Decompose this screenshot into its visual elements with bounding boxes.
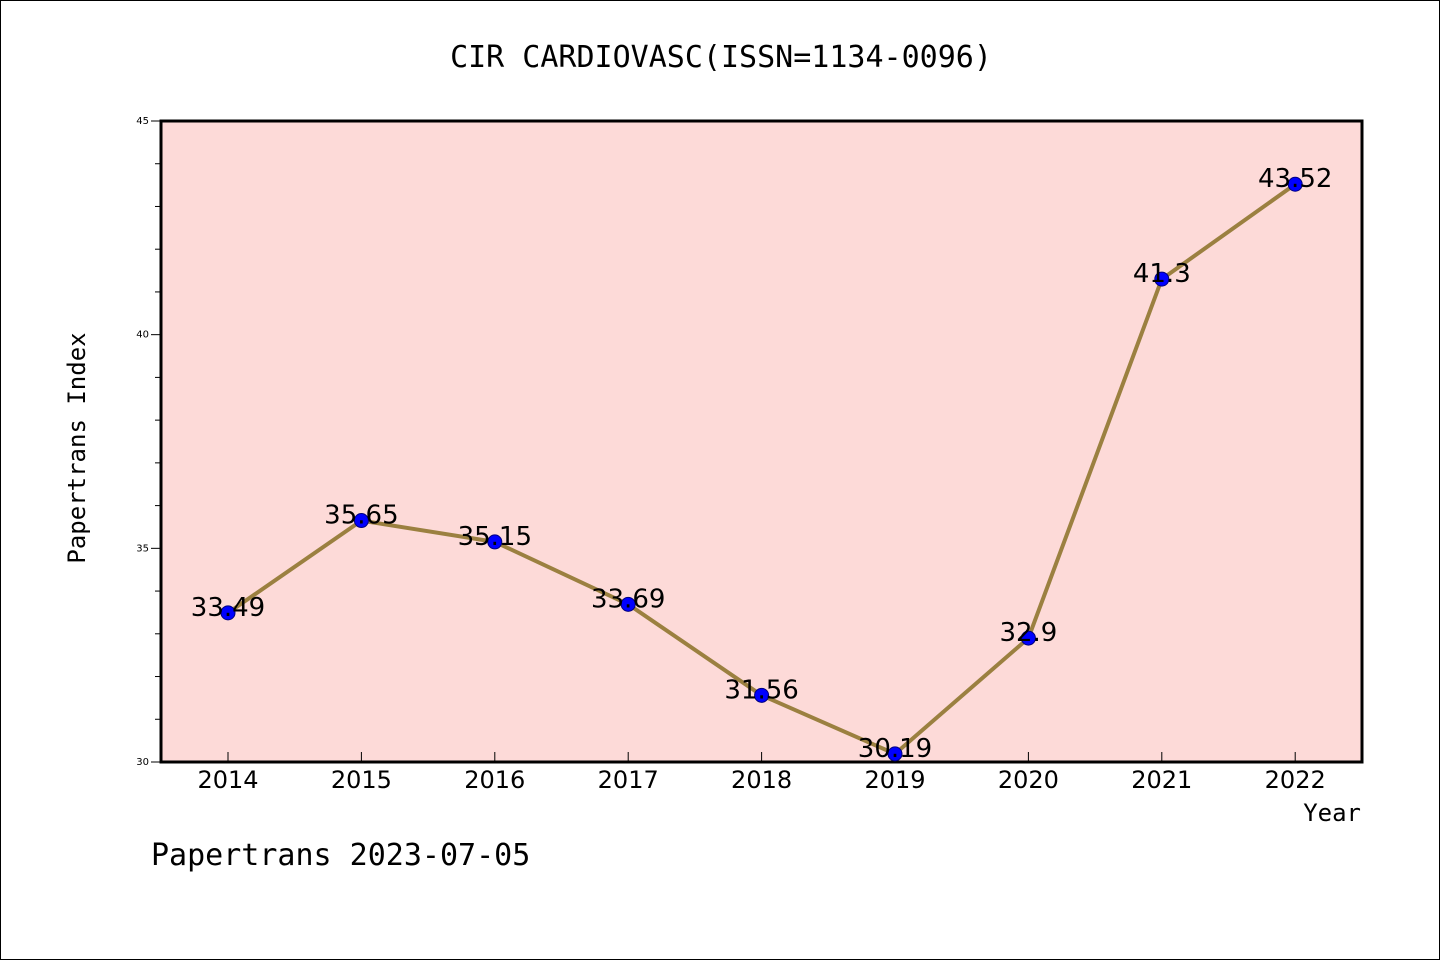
y-axis-label: Papertrans Index xyxy=(63,332,91,563)
data-points-layer xyxy=(220,176,1303,762)
data-label: 30.19 xyxy=(858,734,932,764)
x-tick-label: 2021 xyxy=(1131,766,1192,794)
x-tick-label: 2019 xyxy=(864,766,925,794)
data-label: 41.3 xyxy=(1133,259,1191,289)
plot-area xyxy=(159,119,1364,764)
x-tick-label: 2014 xyxy=(197,766,258,794)
data-label: 35.15 xyxy=(458,522,532,552)
x-tick-label: 2017 xyxy=(598,766,659,794)
data-point xyxy=(754,687,770,703)
chart-title: CIR CARDIOVASC(ISSN=1134-0096) xyxy=(450,40,992,75)
footer-stamp: Papertrans 2023-07-05 xyxy=(151,838,530,873)
data-point xyxy=(1020,630,1036,646)
data-point xyxy=(620,596,636,612)
data-point xyxy=(887,746,903,762)
data-point xyxy=(220,605,236,621)
data-labels-layer: 33.49 35.65 35.15 33.69 31.56 30.19 32.9 41.3 43… xyxy=(191,164,1333,764)
x-axis-ticks: 2014 2015 2016 2017 2018 2019 2020 2021 2022 xyxy=(197,752,1326,794)
data-label: 32.9 xyxy=(999,618,1057,648)
data-label: 31.56 xyxy=(724,675,798,705)
x-axis-label: Year xyxy=(1303,799,1361,827)
y-tick-label: 35 xyxy=(136,543,149,554)
data-point xyxy=(1287,176,1303,192)
data-point xyxy=(1154,271,1170,287)
data-label: 33.69 xyxy=(591,584,665,614)
x-tick-label: 2022 xyxy=(1265,766,1326,794)
data-label: 43.52 xyxy=(1258,164,1332,194)
x-tick-label: 2015 xyxy=(331,766,392,794)
x-tick-label: 2016 xyxy=(464,766,525,794)
y-tick-label: 40 xyxy=(136,330,149,341)
y-tick-label: 30 xyxy=(136,757,149,768)
y-axis-ticks: 30 35 40 45 xyxy=(136,116,161,768)
x-tick-label: 2018 xyxy=(731,766,792,794)
x-tick-label: 2020 xyxy=(998,766,1059,794)
y-tick-label: 45 xyxy=(136,116,149,127)
data-label: 35.65 xyxy=(324,501,398,531)
data-point xyxy=(353,513,369,529)
data-point xyxy=(487,534,503,550)
data-label: 33.49 xyxy=(191,593,265,623)
